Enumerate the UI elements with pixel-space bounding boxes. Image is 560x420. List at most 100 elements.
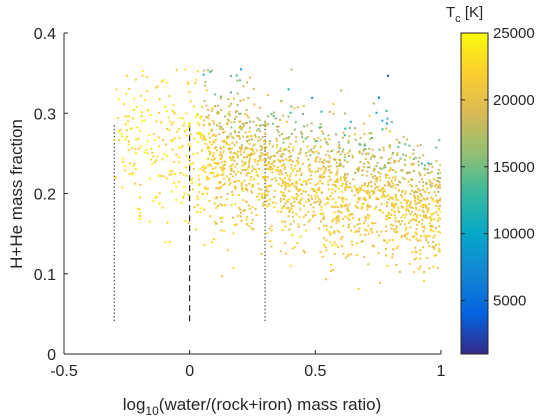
scatter-point xyxy=(117,130,120,133)
scatter-point xyxy=(386,264,389,267)
scatter-point xyxy=(173,112,176,115)
scatter-point xyxy=(383,166,386,169)
scatter-point xyxy=(382,211,385,214)
scatter-point xyxy=(272,154,275,157)
scatter-point xyxy=(366,208,369,211)
scatter-point xyxy=(288,177,291,180)
scatter-point xyxy=(312,151,315,154)
scatter-point xyxy=(412,169,415,172)
scatter-point xyxy=(176,130,179,133)
scatter-point xyxy=(434,227,437,230)
scatter-point xyxy=(318,176,321,179)
scatter-point xyxy=(323,244,326,247)
scatter-point xyxy=(261,204,264,207)
scatter-point xyxy=(249,120,252,123)
scatter-point xyxy=(377,171,380,174)
scatter-point xyxy=(206,69,209,72)
scatter-point xyxy=(188,123,191,126)
scatter-point xyxy=(345,198,348,201)
scatter-point xyxy=(242,199,245,202)
scatter-point xyxy=(264,120,267,123)
scatter-point xyxy=(372,191,375,194)
scatter-point xyxy=(205,166,208,169)
x-axis-ticks: -0.5 0 0.5 1 xyxy=(50,350,446,380)
scatter-point xyxy=(310,187,313,190)
scatter-point xyxy=(396,153,399,156)
scatter-point xyxy=(215,146,218,149)
scatter-point xyxy=(405,154,408,157)
scatter-point xyxy=(257,174,260,177)
scatter-point xyxy=(191,177,194,180)
scatter-point xyxy=(318,160,321,163)
scatter-point xyxy=(295,140,298,143)
scatter-point xyxy=(311,214,314,217)
scatter-point xyxy=(366,213,369,216)
scatter-point xyxy=(241,189,244,192)
scatter-point xyxy=(175,198,178,201)
scatter-point xyxy=(142,70,145,73)
scatter-point xyxy=(294,164,297,167)
scatter-point xyxy=(241,160,244,163)
scatter-point xyxy=(365,190,368,193)
scatter-point xyxy=(222,183,225,186)
scatter-point xyxy=(432,230,435,233)
scatter-point xyxy=(160,121,163,124)
scatter-point xyxy=(361,206,364,209)
scatter-point xyxy=(437,207,440,210)
scatter-point xyxy=(363,122,366,125)
scatter-point xyxy=(302,104,305,107)
scatter-point xyxy=(214,104,217,107)
scatter-point xyxy=(291,234,294,237)
scatter-point xyxy=(219,166,222,169)
y-tick-label: 0.1 xyxy=(34,267,56,284)
scatter-point xyxy=(320,125,323,128)
scatter-point xyxy=(132,165,135,168)
scatter-point xyxy=(266,205,269,208)
scatter-point xyxy=(369,194,372,197)
scatter-point xyxy=(280,100,283,103)
scatter-point xyxy=(270,166,273,169)
scatter-point xyxy=(354,171,357,174)
scatter-point xyxy=(367,189,370,192)
scatter-point xyxy=(295,192,298,195)
scatter-point xyxy=(290,155,293,158)
scatter-point xyxy=(263,143,266,146)
scatter-point xyxy=(372,245,375,248)
scatter-point xyxy=(348,218,351,221)
scatter-point xyxy=(403,235,406,238)
scatter-point xyxy=(401,206,404,209)
scatter-point xyxy=(390,185,393,188)
scatter-point xyxy=(258,154,261,157)
scatter-point xyxy=(384,165,387,168)
scatter-point xyxy=(432,199,435,202)
scatter-point xyxy=(210,164,213,167)
scatter-point xyxy=(255,170,258,173)
scatter-point xyxy=(183,121,186,124)
scatter-point xyxy=(368,196,371,199)
scatter-point xyxy=(389,168,392,171)
scatter-point xyxy=(246,223,249,226)
scatter-point xyxy=(392,224,395,227)
scatter-point xyxy=(404,143,407,146)
scatter-point xyxy=(336,177,339,180)
scatter-point xyxy=(297,225,300,228)
scatter-point xyxy=(216,163,219,166)
scatter-point xyxy=(437,176,440,179)
scatter-point xyxy=(336,171,339,174)
scatter-point xyxy=(415,257,418,260)
scatter-point xyxy=(158,111,161,114)
scatter-point xyxy=(271,201,274,204)
scatter-point xyxy=(409,226,412,229)
colorbar-title: Tc [K] xyxy=(446,4,483,25)
scatter-point xyxy=(314,201,317,204)
colorbar-tick-label: 5000 xyxy=(493,293,526,310)
scatter-point xyxy=(296,194,299,197)
scatter-point xyxy=(428,203,431,206)
scatter-point xyxy=(173,111,176,114)
scatter-point xyxy=(429,217,432,220)
scatter-point xyxy=(364,157,367,160)
scatter-point xyxy=(395,227,398,230)
scatter-point xyxy=(272,114,275,117)
scatter-point xyxy=(285,185,288,188)
scatter-point xyxy=(271,178,274,181)
